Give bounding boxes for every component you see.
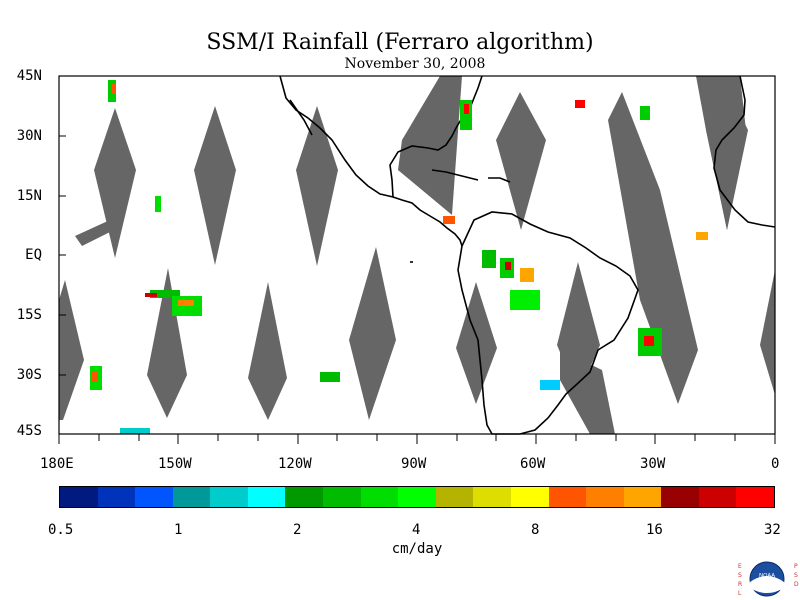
africa-coast xyxy=(713,75,776,228)
colorbar-box xyxy=(360,487,399,507)
colorbar-box xyxy=(698,487,737,507)
noaa-logo: E S R L NOAA P S D xyxy=(738,561,799,597)
rainfall-clusters xyxy=(90,80,708,434)
lat-label: 30N xyxy=(16,128,42,144)
lon-label: 60W xyxy=(520,456,546,472)
colorbar-box xyxy=(172,487,211,507)
swath-gap xyxy=(94,108,136,258)
lon-label: 30W xyxy=(640,456,666,472)
swath-gap xyxy=(608,92,698,404)
lat-label: 30S xyxy=(16,367,42,383)
psd-letter: D xyxy=(794,581,799,588)
swath-gap xyxy=(560,350,615,434)
coastlines xyxy=(279,75,776,435)
colorbar-label: 8 xyxy=(531,522,540,538)
swath-gap xyxy=(59,280,84,420)
colorbar-box xyxy=(60,487,98,507)
colorbar-label: 0.5 xyxy=(48,522,74,538)
baja-coast xyxy=(289,99,313,136)
lon-ticks xyxy=(58,434,776,444)
colorbar-units: cm/day xyxy=(391,541,443,557)
lat-label: 45S xyxy=(16,423,42,439)
colorbar-box xyxy=(398,487,436,507)
swath-gap xyxy=(456,282,497,404)
colorbar-label: 2 xyxy=(293,522,302,538)
colorbar-label: 1 xyxy=(174,522,183,538)
colorbar-box xyxy=(473,487,511,507)
lat-label: 15S xyxy=(16,307,42,323)
swath-gap xyxy=(398,76,462,215)
colorbar-box xyxy=(210,487,248,507)
esrl-letter: L xyxy=(738,590,742,597)
swath-gap xyxy=(696,76,746,230)
colorbar-label: 32 xyxy=(764,522,781,538)
swath-gap xyxy=(296,106,338,266)
colorbar-label: 4 xyxy=(412,522,421,538)
hispaniola-coast xyxy=(488,177,511,183)
colorbar-box xyxy=(736,487,774,507)
esrl-letter: S xyxy=(738,572,742,579)
lat-label: EQ xyxy=(25,247,42,263)
map-title: SSM/I Rainfall (Ferraro algorithm) xyxy=(206,30,594,55)
lon-label: 0 xyxy=(771,456,780,472)
gulf-coast xyxy=(389,75,483,198)
swath-gap xyxy=(75,220,118,246)
lon-label: 180E xyxy=(40,456,74,472)
cuba-coast xyxy=(431,169,479,181)
colorbar-box xyxy=(586,487,624,507)
colorbar-box xyxy=(435,487,474,507)
swath-gap xyxy=(147,268,187,418)
north-america-coast xyxy=(279,75,463,247)
colorbar-label: 16 xyxy=(646,522,663,538)
colorbar-box xyxy=(323,487,361,507)
noaa-text: NOAA xyxy=(759,573,775,579)
swath-gap xyxy=(248,282,287,420)
swath-gap xyxy=(496,92,546,230)
colorbar-box xyxy=(247,487,286,507)
swath-gaps xyxy=(59,76,775,434)
colorbar-box xyxy=(135,487,173,507)
colorbar-box xyxy=(285,487,324,507)
swath-gap xyxy=(760,270,775,395)
colorbar-box xyxy=(661,487,699,507)
lat-label: 45N xyxy=(16,68,42,84)
map-date: November 30, 2008 xyxy=(344,56,486,72)
swath-gap xyxy=(194,106,236,265)
colorbar xyxy=(59,486,775,508)
colorbar-box xyxy=(548,487,587,507)
esrl-letter: E xyxy=(738,563,742,570)
psd-letter: P xyxy=(794,563,798,570)
lon-label: 120W xyxy=(278,456,312,472)
swath-gap xyxy=(349,247,396,420)
colorbar-box xyxy=(97,487,136,507)
lat-ticks xyxy=(59,75,66,435)
colorbar-box xyxy=(623,487,662,507)
south-america-coast xyxy=(457,211,639,435)
colorbar-box xyxy=(510,487,549,507)
lon-label: 90W xyxy=(401,456,427,472)
psd-letter: S xyxy=(794,572,798,579)
esrl-letter: R xyxy=(738,581,742,588)
lat-label: 15N xyxy=(16,188,42,204)
lon-label: 150W xyxy=(158,456,192,472)
